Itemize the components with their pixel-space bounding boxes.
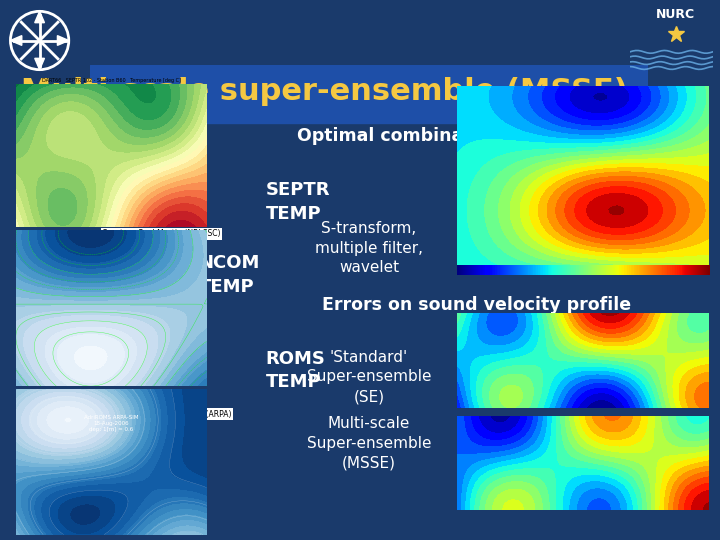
Text: 4-5 m/s: 4-5 m/s	[521, 336, 602, 355]
Text: Courtesy Jacopo Chiggiato (ARPA): Courtesy Jacopo Chiggiato (ARPA)	[102, 410, 232, 419]
Text: Courtesy Paul Martin (NRLSSC): Courtesy Paul Martin (NRLSSC)	[102, 229, 221, 238]
Text: SEPTR
TEMP: SEPTR TEMP	[266, 181, 330, 223]
Title: DART66   SEPTR 102 - Station B60   Temperature [deg C]: DART66 SEPTR 102 - Station B60 Temperatu…	[42, 78, 181, 83]
Text: S-transform,
multiple filter,
wavelet: S-transform, multiple filter, wavelet	[315, 221, 423, 275]
Text: Multi-scale super-ensemble (MSSE): Multi-scale super-ensemble (MSSE)	[21, 77, 628, 106]
Bar	[90, 65, 648, 123]
Polygon shape	[58, 36, 69, 45]
Text: Multi-scale
Super-ensemble
(MSSE): Multi-scale Super-ensemble (MSSE)	[307, 416, 431, 471]
Text: 'Standard'
Super-ensemble
(SE): 'Standard' Super-ensemble (SE)	[307, 349, 431, 404]
Polygon shape	[11, 36, 22, 45]
Text: Optimal combination of processes
instead of models: Optimal combination of processes instead…	[297, 127, 631, 169]
Text: NCOM
TEMP: NCOM TEMP	[199, 254, 260, 295]
Text: 1-2 m/s: 1-2 m/s	[521, 415, 602, 434]
Text: NURC: NURC	[656, 8, 695, 21]
Polygon shape	[35, 11, 45, 23]
Text: ROMS
TEMP: ROMS TEMP	[266, 349, 325, 391]
Text: Errors on sound velocity profile: Errors on sound velocity profile	[322, 295, 631, 314]
Polygon shape	[35, 58, 45, 70]
Text: AdriROMS ARPA-SIM
18-Aug-2006
dep: 1[m] = 0.6: AdriROMS ARPA-SIM 18-Aug-2006 dep: 1[m] …	[84, 415, 138, 431]
